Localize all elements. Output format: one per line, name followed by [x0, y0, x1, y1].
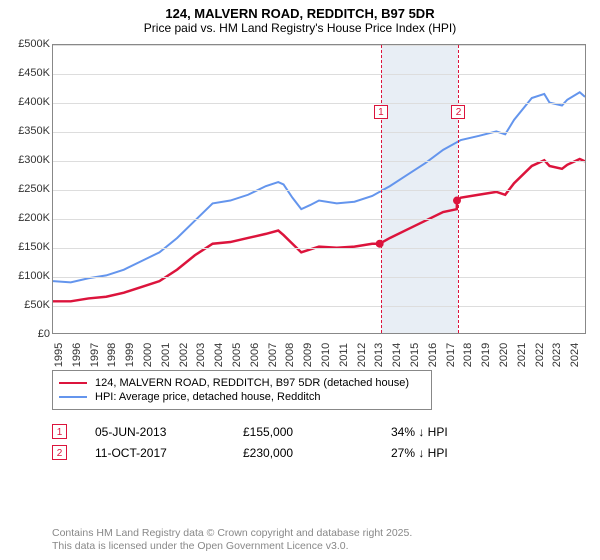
- x-tick-label: 1998: [106, 343, 118, 367]
- y-gridline: [53, 190, 585, 191]
- y-gridline: [53, 277, 585, 278]
- footer-attribution: Contains HM Land Registry data © Crown c…: [52, 527, 412, 554]
- y-tick-label: £50K: [0, 299, 50, 311]
- x-tick-label: 2014: [391, 343, 403, 367]
- sale-marker-ref: 1: [52, 424, 67, 439]
- y-tick-label: £200K: [0, 212, 50, 224]
- series-hpi: [53, 92, 585, 282]
- x-tick-label: 2024: [569, 343, 581, 367]
- legend-label: 124, MALVERN ROAD, REDDITCH, B97 5DR (de…: [95, 377, 409, 389]
- sale-row: 2 11-OCT-2017 £230,000 27% ↓ HPI: [52, 445, 511, 460]
- legend-item: HPI: Average price, detached house, Redd…: [59, 391, 425, 403]
- y-tick-label: £400K: [0, 96, 50, 108]
- marker-label: 2: [451, 105, 465, 119]
- y-gridline: [53, 45, 585, 46]
- line-chart-svg: [53, 45, 585, 333]
- y-gridline: [53, 248, 585, 249]
- x-tick-label: 2017: [445, 343, 457, 367]
- marker-label: 1: [374, 105, 388, 119]
- sale-price: £230,000: [243, 446, 363, 460]
- x-tick-label: 2007: [267, 343, 279, 367]
- sale-date: 11-OCT-2017: [95, 446, 215, 460]
- x-tick-label: 2019: [480, 343, 492, 367]
- data-point: [376, 240, 384, 248]
- x-tick-label: 2010: [320, 343, 332, 367]
- y-tick-label: £300K: [0, 154, 50, 166]
- x-tick-label: 2006: [249, 343, 261, 367]
- y-tick-label: £150K: [0, 241, 50, 253]
- y-gridline: [53, 306, 585, 307]
- y-tick-label: £350K: [0, 125, 50, 137]
- sale-delta: 27% ↓ HPI: [391, 446, 511, 460]
- y-gridline: [53, 219, 585, 220]
- chart-area: 1995 1996 1997 1998 1999 2000 2001 2002 2003 2004…: [0, 44, 600, 366]
- legend: 124, MALVERN ROAD, REDDITCH, B97 5DR (de…: [52, 370, 432, 410]
- x-tick-label: 2009: [302, 343, 314, 367]
- legend-item: 124, MALVERN ROAD, REDDITCH, B97 5DR (de…: [59, 377, 425, 389]
- y-gridline: [53, 103, 585, 104]
- x-tick-label: 2023: [551, 343, 563, 367]
- legend-label: HPI: Average price, detached house, Redd…: [95, 391, 320, 403]
- x-tick-label: 2003: [195, 343, 207, 367]
- x-tick-label: 2002: [178, 343, 190, 367]
- y-tick-label: £250K: [0, 183, 50, 195]
- x-tick-label: 2020: [498, 343, 510, 367]
- x-tick-label: 2012: [356, 343, 368, 367]
- x-tick-label: 1997: [89, 343, 101, 367]
- x-tick-label: 2001: [160, 343, 172, 367]
- y-tick-label: £500K: [0, 38, 50, 50]
- data-point: [453, 197, 461, 205]
- x-tick-label: 2005: [231, 343, 243, 367]
- sales-table: 1 05-JUN-2013 £155,000 34% ↓ HPI 2 11-OCT-201…: [52, 418, 511, 466]
- x-tick-label: 1996: [71, 343, 83, 367]
- x-tick-label: 2015: [409, 343, 421, 367]
- legend-swatch: [59, 382, 87, 384]
- y-gridline: [53, 161, 585, 162]
- chart-subtitle: Price paid vs. HM Land Registry's House …: [0, 21, 600, 39]
- x-tick-label: 1995: [53, 343, 65, 367]
- chart-title: 124, MALVERN ROAD, REDDITCH, B97 5DR: [0, 0, 600, 21]
- x-tick-label: 2021: [516, 343, 528, 367]
- x-tick-label: 2004: [213, 343, 225, 367]
- footer-line-1: Contains HM Land Registry data © Crown c…: [52, 527, 412, 541]
- sale-delta: 34% ↓ HPI: [391, 425, 511, 439]
- marker-line: [381, 45, 382, 333]
- x-tick-label: 2016: [427, 343, 439, 367]
- x-tick-label: 1999: [124, 343, 136, 367]
- series-price-paid: [53, 159, 585, 301]
- sale-date: 05-JUN-2013: [95, 425, 215, 439]
- y-tick-label: £100K: [0, 270, 50, 282]
- x-tick-label: 2000: [142, 343, 154, 367]
- legend-swatch: [59, 396, 87, 398]
- x-tick-label: 2018: [462, 343, 474, 367]
- marker-line: [458, 45, 459, 333]
- x-tick-label: 2011: [338, 343, 350, 367]
- x-tick-label: 2022: [534, 343, 546, 367]
- sale-price: £155,000: [243, 425, 363, 439]
- y-gridline: [53, 74, 585, 75]
- x-tick-label: 2013: [373, 343, 385, 367]
- sale-row: 1 05-JUN-2013 £155,000 34% ↓ HPI: [52, 424, 511, 439]
- footer-line-2: This data is licensed under the Open Gov…: [52, 540, 412, 554]
- y-gridline: [53, 132, 585, 133]
- y-tick-label: £0: [0, 328, 50, 340]
- plot-area: 1995199619971998199920002001200220032004…: [52, 44, 586, 334]
- y-tick-label: £450K: [0, 67, 50, 79]
- x-tick-label: 2008: [284, 343, 296, 367]
- sale-marker-ref: 2: [52, 445, 67, 460]
